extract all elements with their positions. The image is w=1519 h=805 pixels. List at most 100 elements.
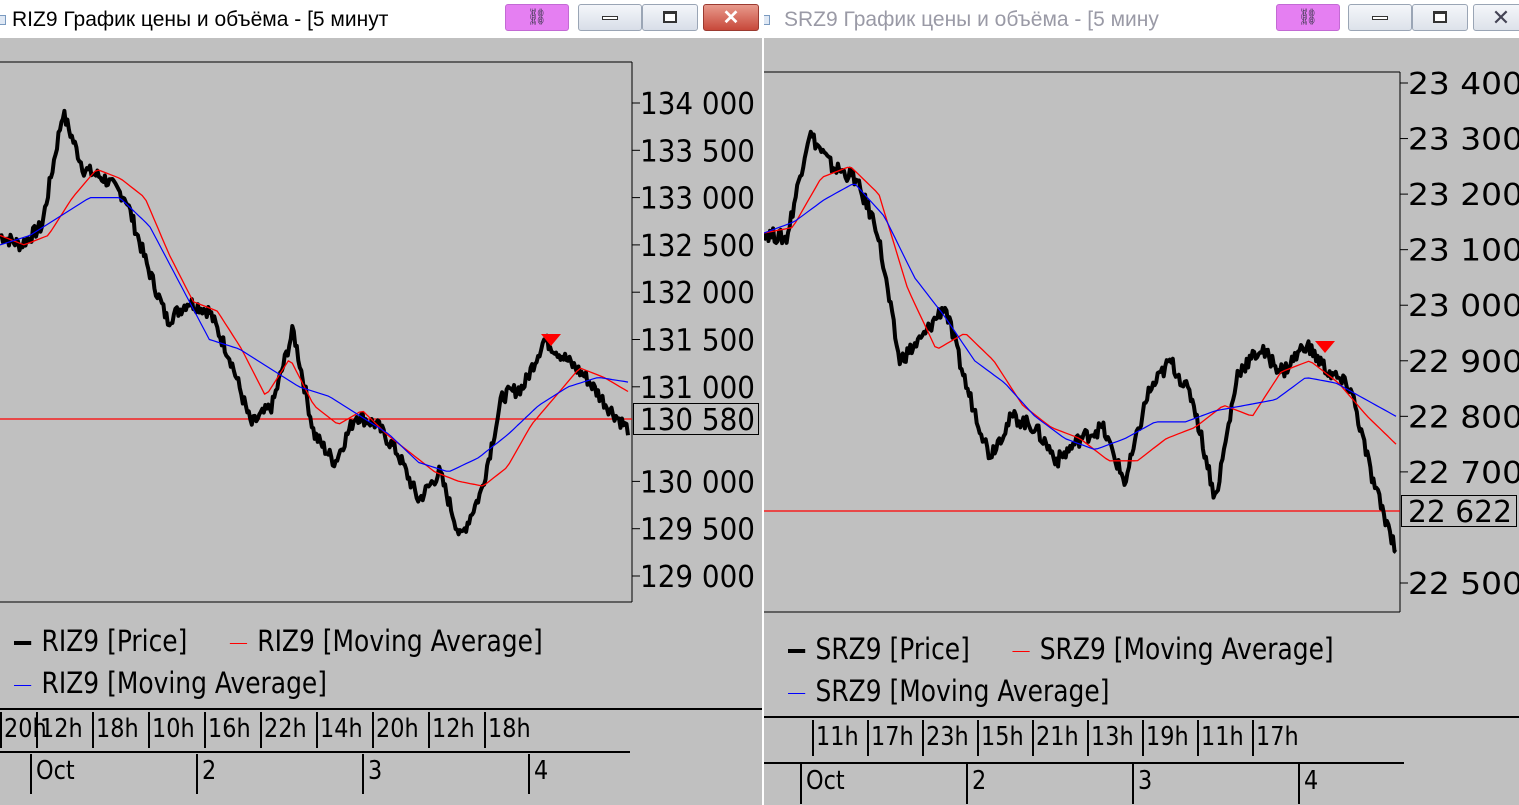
y-tick-label: 22 700: [1408, 456, 1519, 491]
link-button[interactable]: ⛓: [1276, 4, 1340, 31]
time-label: 22h: [264, 714, 307, 744]
price-line: [0, 108, 630, 537]
current-price-box: [633, 403, 759, 435]
y-tick-label: 129 000: [640, 560, 755, 595]
maximize-icon: [663, 11, 677, 23]
y-tick-label: 23 400: [1408, 67, 1519, 102]
maximize-button[interactable]: [1412, 4, 1468, 31]
sell-signal-marker: [541, 334, 561, 346]
link-chain-icon: ⛓: [526, 9, 548, 26]
link-button[interactable]: ⛓: [505, 4, 569, 31]
y-tick-label: 22 900: [1408, 345, 1519, 380]
date-label: Oct: [806, 766, 845, 796]
legend-ma-red-swatch: [229, 642, 247, 644]
price-series-group: [0, 108, 630, 537]
window-divider: [762, 0, 764, 805]
time-separator: [316, 712, 318, 748]
legend-row-2: SRZ9 [Moving Average]: [788, 674, 1109, 708]
close-button[interactable]: ✕: [703, 4, 759, 31]
ma-fast-line: [0, 169, 629, 487]
srz9-price-chart[interactable]: 23 400 23 300 23 200 23 100 23 000 22 900 22 8…: [764, 0, 1519, 620]
close-button[interactable]: ✕: [1473, 4, 1519, 31]
date-separator: [1132, 764, 1134, 804]
srz9-window-title: SRZ9 График цены и объёма - [5 мину: [784, 8, 1159, 31]
time-separator: [867, 720, 869, 756]
time-separator: [484, 712, 486, 748]
date-separator: [362, 754, 364, 794]
srz9-title-bar[interactable]: SRZ9 График цены и объёма - [5 мину ⛓ ✕: [764, 0, 1519, 38]
minimize-icon: [602, 16, 618, 20]
riz9-chart-window[interactable]: RIZ9 График цены и объёма - [5 минут ⛓ ✕…: [0, 0, 762, 805]
date-label: 4: [534, 756, 549, 786]
legend-ma-red-label: RIZ9 [Moving Average]: [257, 624, 543, 658]
time-separator: [1197, 720, 1199, 756]
time-separator: [812, 720, 814, 756]
maximize-icon: [1433, 11, 1447, 23]
time-label: 12h: [432, 714, 475, 744]
time-label: 20h: [4, 714, 47, 744]
y-axis-ticks: 23 400 23 300 23 200 23 100 23 000 22 900 22 8…: [1400, 67, 1519, 602]
price-series-group: [764, 129, 1398, 554]
time-label: 23h: [926, 722, 969, 752]
window-app-icon: [764, 15, 770, 25]
current-price-label: 130 580: [640, 403, 755, 438]
time-label: 18h: [488, 714, 531, 744]
y-tick-label: 134 000: [640, 87, 755, 122]
legend-ma-blue-swatch: [788, 692, 806, 694]
minimize-button[interactable]: [578, 4, 642, 31]
legend-ma-blue-label: SRZ9 [Moving Average]: [815, 674, 1110, 708]
date-label: 2: [972, 766, 987, 796]
time-label: 14h: [320, 714, 363, 744]
y-tick-label: 22 800: [1408, 400, 1519, 435]
legend-ma-red-label: SRZ9 [Moving Average]: [1039, 632, 1334, 666]
time-label: 10h: [152, 714, 195, 744]
ma-slow-line: [764, 183, 1397, 450]
riz9-title-bar[interactable]: RIZ9 График цены и объёма - [5 минут ⛓ ✕: [0, 0, 762, 38]
time-label: 20h: [376, 714, 419, 744]
time-separator: [977, 720, 979, 756]
price-line: [764, 129, 1398, 554]
ma-slow-line: [0, 197, 629, 472]
y-tick-label: 131 000: [640, 371, 755, 406]
maximize-button[interactable]: [642, 4, 698, 31]
sell-signal-marker: [1315, 341, 1335, 353]
time-separator: [1032, 720, 1034, 756]
minimize-icon: [1372, 16, 1388, 20]
date-label: 3: [368, 756, 383, 786]
time-label: 17h: [871, 722, 914, 752]
date-label: 2: [202, 756, 217, 786]
time-separator: [428, 712, 430, 748]
legend-ma-red-swatch: [1012, 650, 1030, 652]
time-axis-top-border: [0, 708, 762, 710]
time-separator: [260, 712, 262, 748]
minimize-button[interactable]: [1348, 4, 1412, 31]
srz9-chart-window[interactable]: SRZ9 График цены и объёма - [5 мину ⛓ ✕ …: [764, 0, 1519, 805]
y-tick-label: 133 500: [640, 134, 755, 169]
date-separator: [30, 754, 32, 794]
riz9-window-title: RIZ9 График цены и объёма - [5 минут: [12, 8, 389, 31]
time-separator: [92, 712, 94, 748]
legend-row-2: RIZ9 [Moving Average]: [14, 666, 327, 700]
y-tick-label: 133 000: [640, 182, 755, 217]
legend-price-swatch: [14, 641, 32, 645]
time-label: 11h: [1201, 722, 1244, 752]
riz9-price-chart[interactable]: 134 000 133 500 133 000 132 500 132 000 131 5…: [0, 0, 762, 620]
date-label: 3: [1138, 766, 1153, 796]
legend-price-label: RIZ9 [Price]: [41, 624, 188, 658]
legend-row-1: SRZ9 [Price] SRZ9 [Moving Average]: [788, 632, 1334, 666]
y-tick-label: 23 100: [1408, 234, 1519, 269]
time-separator: [36, 712, 38, 748]
time-label: 16h: [208, 714, 251, 744]
date-separator: [196, 754, 198, 794]
date-separator: [966, 764, 968, 804]
current-price-label: 22 622: [1408, 495, 1512, 530]
y-tick-label: 132 500: [640, 229, 755, 264]
legend-ma-blue-swatch: [14, 684, 32, 686]
date-separator: [528, 754, 530, 794]
legend-ma-blue-label: RIZ9 [Moving Average]: [41, 666, 327, 700]
y-tick-label: 23 200: [1408, 178, 1519, 213]
time-label: 15h: [981, 722, 1024, 752]
time-separator: [0, 712, 2, 748]
close-icon: ✕: [1491, 5, 1511, 30]
y-tick-label: 23 000: [1408, 289, 1519, 324]
